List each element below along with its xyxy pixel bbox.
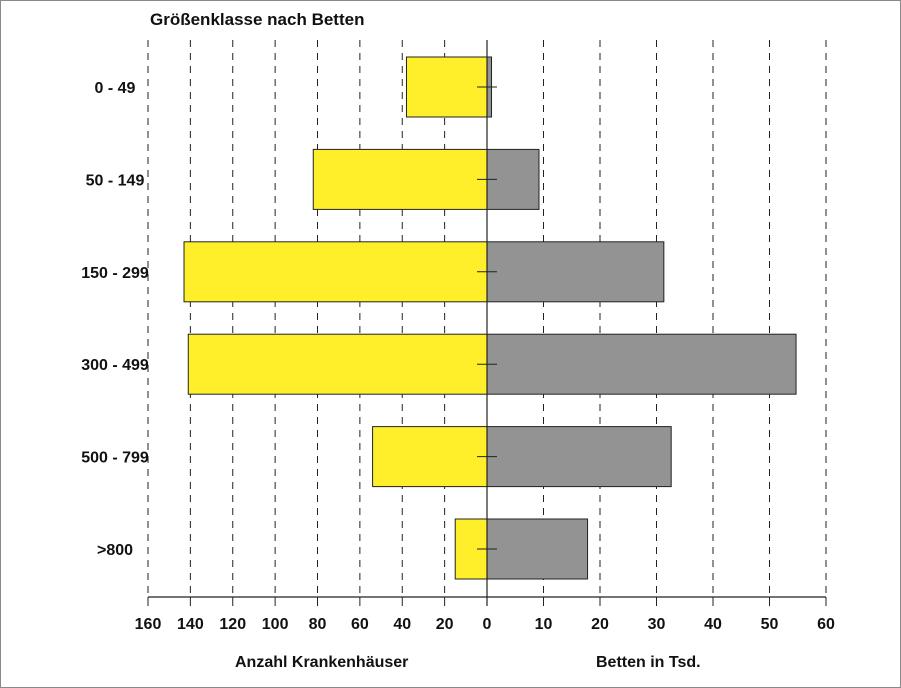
- bar-right: [486, 426, 672, 488]
- x-tick-label-right: 30: [648, 616, 666, 633]
- bars: [183, 56, 797, 580]
- bar-left: [312, 148, 488, 210]
- x-tick-label-left: 40: [393, 616, 411, 633]
- category-label: 150 - 299: [81, 265, 149, 282]
- bar-left: [405, 56, 488, 118]
- category-label: >800: [97, 542, 133, 559]
- tick-labels: 160 140 120 100 80 60 40 20 0 10 20 30 40 50 60 0 - 49 5…: [81, 80, 835, 633]
- category-label: 500 - 799: [81, 450, 149, 467]
- chart-title: Größenklasse nach Betten: [150, 10, 365, 29]
- bar-right: [486, 241, 665, 303]
- bar-left: [187, 333, 488, 395]
- x-tick-label-right: 60: [817, 616, 835, 633]
- x-tick-label-left: 140: [177, 616, 204, 633]
- left-axis-label: Anzahl Krankenhäuser: [235, 654, 409, 671]
- bar-right: [486, 518, 589, 580]
- x-tick-label-right: 20: [591, 616, 609, 633]
- bar-left: [372, 426, 488, 488]
- x-tick-label-left: 120: [219, 616, 246, 633]
- x-tick-label-right: 10: [535, 616, 553, 633]
- x-tick-label-left: 60: [351, 616, 369, 633]
- category-label: 300 - 499: [81, 357, 149, 374]
- axes: [147, 40, 827, 606]
- category-label: 50 - 149: [86, 172, 145, 189]
- x-tick-label-right: 50: [761, 616, 779, 633]
- x-tick-label-left: 160: [135, 616, 162, 633]
- x-tick-label-right: 40: [704, 616, 722, 633]
- x-tick-label-left: 80: [309, 616, 327, 633]
- x-tick-label-left: 20: [436, 616, 454, 633]
- category-label: 0 - 49: [95, 80, 136, 97]
- bar-left: [183, 241, 488, 303]
- gridlines: [147, 40, 827, 595]
- x-tick-label-left: 100: [262, 616, 289, 633]
- bar-right: [486, 333, 797, 395]
- right-axis-label: Betten in Tsd.: [596, 654, 701, 671]
- x-tick-label-left: 0: [483, 616, 492, 633]
